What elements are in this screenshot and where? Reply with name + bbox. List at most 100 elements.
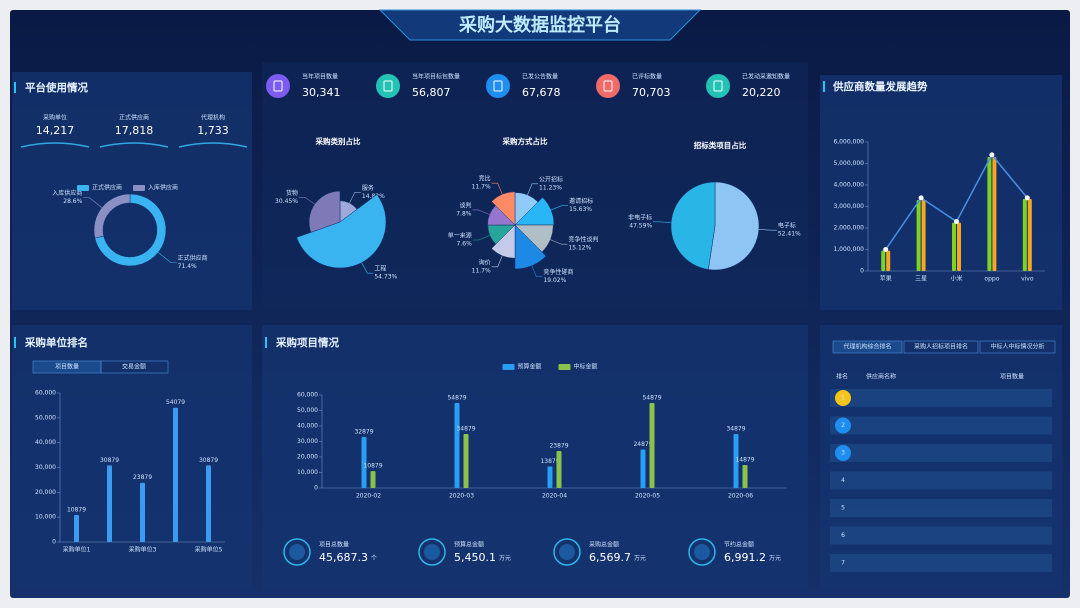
kpi-icon-glyph — [383, 80, 393, 92]
column-header: 排名 — [836, 373, 848, 381]
kpi-icon — [706, 74, 730, 98]
summary-value: 5,450.1 万元 — [454, 551, 511, 564]
slice-label: 竞争性磋商 — [543, 268, 573, 276]
bar — [74, 514, 79, 542]
y-tick-label: 50,000 — [297, 407, 318, 414]
kpi-icon — [266, 74, 290, 98]
bar — [957, 222, 961, 271]
stat-value: 17,818 — [115, 124, 154, 137]
value-label: 34879 — [456, 425, 475, 432]
slice-label: 公开招标 — [539, 175, 563, 183]
x-tick-label: oppo — [984, 276, 999, 283]
slice-value: 7.8% — [456, 210, 472, 217]
legend-label: 入库供应商 — [148, 184, 178, 192]
summary-icon — [559, 544, 575, 560]
kpi-icon — [486, 74, 510, 98]
kpi-value: 67,678 — [522, 86, 561, 99]
y-tick-label: 1,000,000 — [833, 246, 864, 253]
line-point — [883, 247, 889, 252]
value-label: 54879 — [642, 394, 661, 401]
value-label: 14879 — [735, 456, 754, 463]
column-header: 项目数量 — [1000, 373, 1024, 381]
slice-label: 货物 — [286, 189, 298, 197]
kpi-icon-glyph — [713, 80, 723, 92]
rank: 6 — [841, 532, 845, 539]
value-label: 30879 — [199, 457, 218, 464]
summary-label: 采购总金额 — [589, 541, 619, 549]
tab[interactable] — [100, 360, 169, 374]
y-tick-label: 5,000,000 — [833, 160, 864, 167]
legend-label: 正式供应商 — [92, 184, 122, 192]
summary-unit: 万元 — [634, 555, 646, 562]
title-marker — [265, 337, 267, 348]
leader-line — [472, 209, 490, 215]
y-tick-label: 50,000 — [35, 414, 56, 421]
slice-value: 11.7% — [472, 267, 491, 274]
slice-label: 单一来源 — [448, 231, 472, 239]
legend-swatch — [77, 185, 89, 191]
column-header: 供应商名称 — [866, 373, 896, 381]
tab-label: 代理机构综合排名 — [843, 343, 891, 351]
panel-title: 采购单位排名 — [24, 336, 88, 349]
table-row — [830, 444, 1052, 462]
stat-label: 代理机构 — [201, 114, 225, 122]
x-tick-label: 三星 — [915, 276, 927, 283]
y-tick-label: 2,000,000 — [833, 225, 864, 232]
line-point — [918, 195, 924, 201]
bar — [952, 222, 956, 271]
y-tick-label: 60,000 — [35, 390, 56, 397]
slice-value: 19.02% — [543, 277, 566, 284]
value-label: 23879 — [549, 442, 568, 449]
bar — [987, 157, 992, 271]
panel-title: 采购项目情况 — [275, 336, 339, 349]
slice-label: 电子标 — [778, 222, 796, 230]
tab[interactable] — [979, 340, 1056, 354]
x-tick-label: 小米 — [950, 275, 962, 283]
slice-label: 服务 — [362, 184, 374, 192]
table-row — [830, 471, 1052, 490]
slice-value: 30.45% — [275, 198, 298, 205]
legend-swatch — [558, 364, 571, 370]
slice-value: 14.82% — [362, 193, 385, 200]
tab-label: 采购人招标项目排名 — [914, 343, 968, 351]
leader-line — [83, 197, 103, 208]
y-tick-label: 20,000 — [35, 489, 56, 496]
table-row — [830, 389, 1052, 407]
value-label: 13879 — [540, 458, 559, 465]
tab-label: 中标人中标情况分析 — [990, 343, 1044, 351]
tab[interactable] — [832, 340, 903, 354]
bar — [173, 407, 178, 542]
y-tick-label: 60,000 — [297, 392, 318, 399]
tab-label: 交易金额 — [122, 363, 146, 371]
x-tick-label: 2020-03 — [449, 493, 474, 500]
summary-label: 预算总金额 — [454, 541, 484, 549]
leader-line — [472, 235, 490, 241]
bar — [886, 250, 891, 271]
summary-icon-ring — [283, 538, 311, 566]
bar — [881, 250, 886, 271]
rank-badge — [835, 390, 851, 406]
x-tick-label: 采购单位5 — [195, 546, 223, 554]
value-label: 34879 — [726, 425, 745, 432]
tab[interactable] — [903, 340, 979, 354]
slice-value: 7.6% — [457, 240, 473, 247]
kpi-value: 20,220 — [742, 86, 781, 99]
slice-label: 竞比 — [479, 175, 491, 183]
x-tick-label: 2020-02 — [356, 493, 381, 500]
kpi-label: 已发公告数量 — [522, 73, 558, 81]
rank: 7 — [841, 560, 845, 567]
bar — [733, 433, 739, 488]
bar — [992, 157, 997, 271]
legend-label: 中标金额 — [574, 363, 598, 371]
value-label: 23879 — [133, 474, 152, 481]
slice-label: 谈判 — [460, 201, 472, 209]
bar — [1022, 198, 1027, 271]
slice-label: 入库供应商 — [52, 189, 82, 197]
kpi-icon-glyph — [493, 80, 503, 92]
bar — [640, 449, 646, 488]
bar — [1027, 198, 1032, 271]
y-tick-label: 30,000 — [35, 464, 56, 471]
kpi-label: 已发动采邀知数量 — [742, 73, 790, 81]
table-row — [830, 554, 1052, 572]
table-row — [830, 499, 1052, 517]
